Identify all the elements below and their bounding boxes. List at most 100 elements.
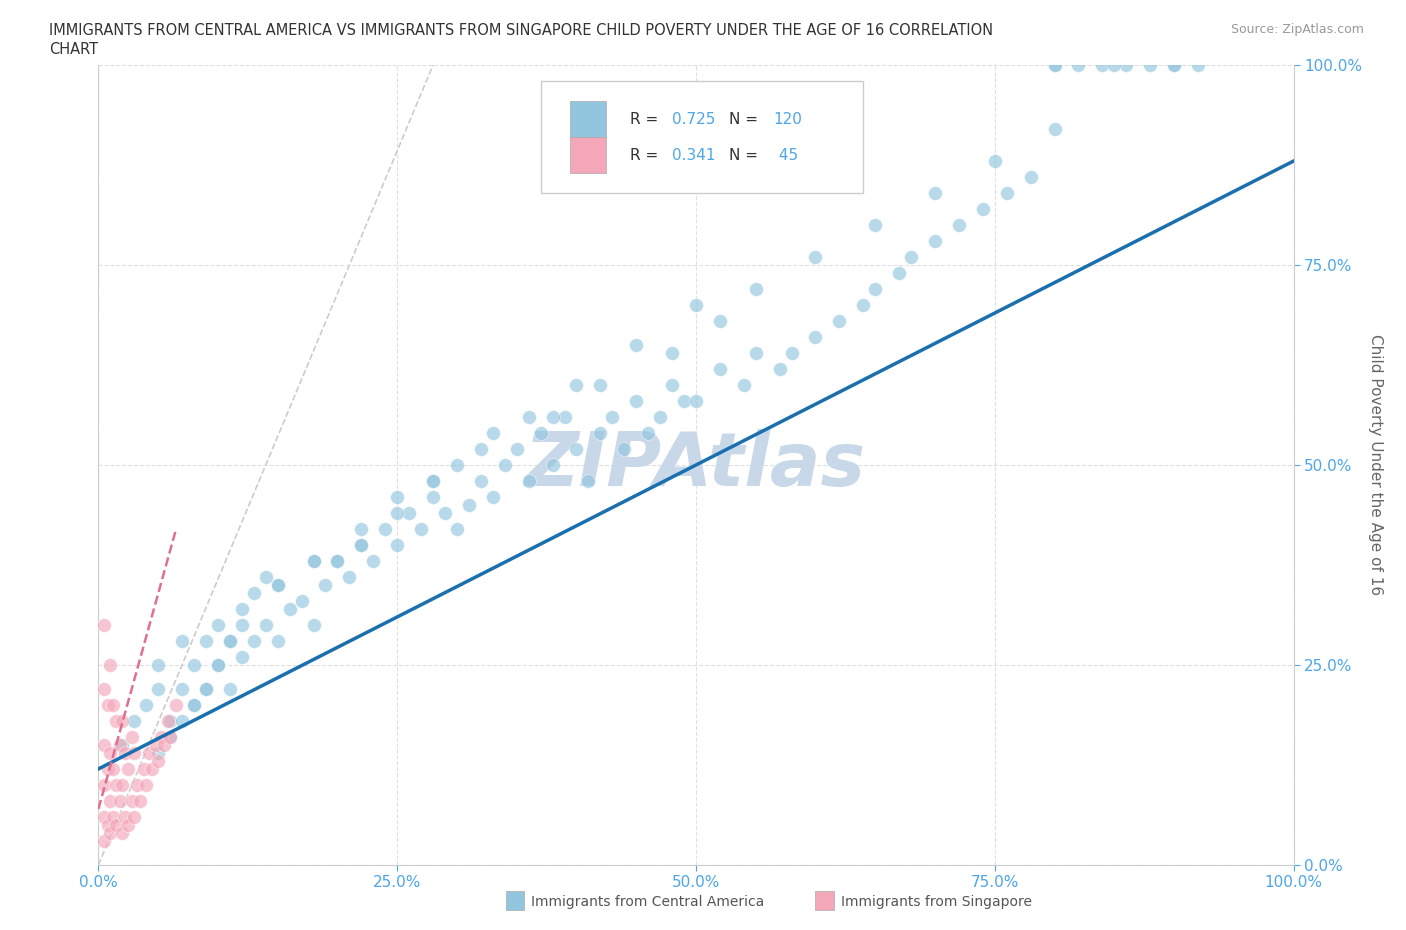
Point bbox=[165, 698, 187, 712]
Point bbox=[422, 489, 444, 504]
Point bbox=[219, 682, 242, 697]
Text: Immigrants from Central America: Immigrants from Central America bbox=[531, 895, 765, 910]
Point bbox=[97, 817, 120, 832]
Point bbox=[183, 698, 205, 712]
Point bbox=[626, 338, 648, 352]
Point bbox=[145, 737, 167, 752]
Point bbox=[105, 817, 128, 832]
Point bbox=[995, 186, 1018, 201]
Point bbox=[111, 713, 134, 728]
Point bbox=[148, 682, 170, 697]
Point bbox=[458, 498, 481, 512]
Point bbox=[709, 362, 731, 377]
Point bbox=[302, 553, 325, 568]
Point bbox=[648, 409, 672, 424]
Point bbox=[661, 346, 683, 361]
Point bbox=[93, 682, 115, 697]
Point bbox=[481, 426, 505, 441]
Point bbox=[93, 618, 115, 632]
Point bbox=[243, 586, 266, 601]
Point bbox=[900, 249, 922, 264]
Point bbox=[626, 393, 648, 408]
Text: Immigrants from Singapore: Immigrants from Singapore bbox=[841, 895, 1032, 910]
Point bbox=[219, 633, 242, 648]
Point bbox=[446, 458, 468, 472]
Point bbox=[350, 522, 373, 537]
Point bbox=[101, 698, 124, 712]
Point bbox=[865, 218, 887, 232]
Point bbox=[105, 713, 128, 728]
Point bbox=[124, 713, 146, 728]
Point bbox=[481, 489, 505, 504]
Point bbox=[148, 658, 170, 672]
Point bbox=[1067, 58, 1090, 73]
Point bbox=[363, 553, 385, 568]
Point bbox=[780, 346, 803, 361]
Bar bbox=[571, 101, 606, 137]
Point bbox=[350, 538, 373, 552]
Text: CHART: CHART bbox=[49, 42, 98, 57]
Point bbox=[506, 442, 529, 457]
Point bbox=[302, 553, 325, 568]
FancyBboxPatch shape bbox=[541, 81, 863, 193]
Point bbox=[117, 762, 139, 777]
Point bbox=[125, 777, 148, 792]
Point bbox=[101, 762, 124, 777]
Point bbox=[149, 729, 172, 744]
Point bbox=[121, 793, 143, 808]
Point bbox=[613, 442, 636, 457]
Point bbox=[565, 378, 588, 392]
Point bbox=[183, 658, 205, 672]
Point bbox=[231, 649, 253, 664]
Point bbox=[219, 633, 242, 648]
Point bbox=[108, 737, 131, 752]
Point bbox=[385, 489, 409, 504]
Point bbox=[195, 633, 218, 648]
Point bbox=[350, 538, 373, 552]
Point bbox=[709, 313, 731, 328]
Point bbox=[93, 809, 115, 824]
Point bbox=[565, 442, 588, 457]
Y-axis label: Child Poverty Under the Age of 16: Child Poverty Under the Age of 16 bbox=[1368, 335, 1382, 595]
Point bbox=[114, 809, 136, 824]
Point bbox=[98, 793, 122, 808]
Point bbox=[398, 506, 420, 521]
Point bbox=[135, 777, 157, 792]
Point bbox=[745, 346, 768, 361]
Point bbox=[159, 729, 181, 744]
Point bbox=[111, 777, 134, 792]
Point bbox=[1104, 58, 1126, 73]
Text: 0.341: 0.341 bbox=[672, 148, 716, 163]
Point bbox=[135, 698, 157, 712]
Point bbox=[254, 569, 277, 584]
Point bbox=[93, 737, 115, 752]
Point bbox=[541, 409, 564, 424]
Point bbox=[172, 682, 194, 697]
Point bbox=[1115, 58, 1137, 73]
Point bbox=[243, 633, 266, 648]
Point bbox=[132, 762, 155, 777]
Point bbox=[278, 602, 301, 617]
Point bbox=[374, 522, 396, 537]
Point bbox=[637, 426, 659, 441]
Point bbox=[207, 618, 229, 632]
Point bbox=[267, 633, 290, 648]
Point bbox=[1163, 58, 1185, 73]
Point bbox=[661, 378, 683, 392]
Point bbox=[302, 618, 325, 632]
Point bbox=[93, 777, 115, 792]
Text: N =: N = bbox=[730, 148, 763, 163]
Point bbox=[111, 737, 134, 752]
Point bbox=[948, 218, 970, 232]
Point bbox=[852, 298, 875, 312]
Point bbox=[422, 473, 444, 488]
Point bbox=[554, 409, 576, 424]
Point bbox=[195, 682, 218, 697]
Point bbox=[385, 506, 409, 521]
Text: 0.725: 0.725 bbox=[672, 112, 716, 127]
Point bbox=[804, 249, 827, 264]
Point bbox=[828, 313, 851, 328]
Point bbox=[470, 442, 492, 457]
Point bbox=[117, 817, 139, 832]
Point bbox=[172, 633, 194, 648]
